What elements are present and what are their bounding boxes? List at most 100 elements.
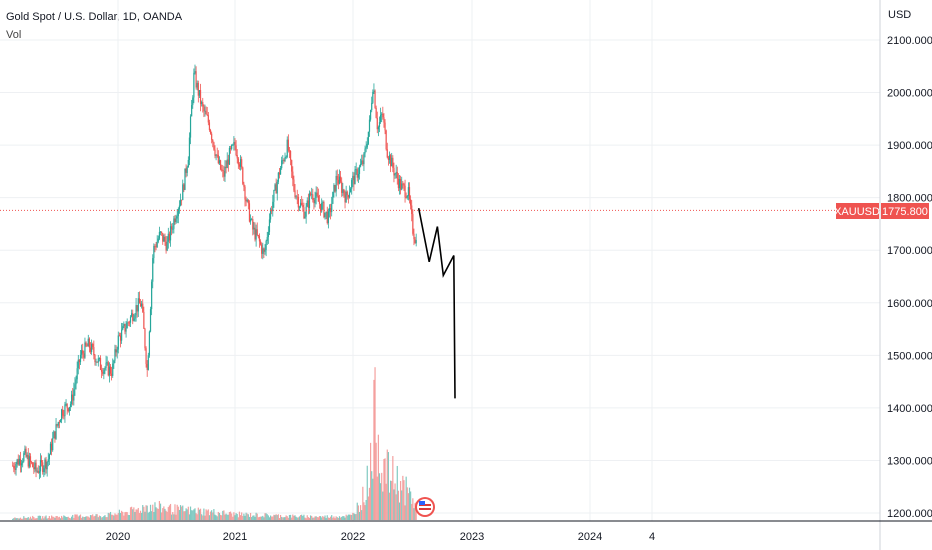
candle-body — [105, 362, 107, 368]
candle-body — [245, 199, 247, 202]
candle-body — [95, 361, 97, 363]
candle-body — [359, 164, 362, 167]
volume-bar — [44, 516, 46, 520]
candle-body — [355, 169, 357, 171]
candle-body — [65, 403, 67, 405]
candle-body — [138, 298, 141, 304]
volume-bar — [236, 514, 238, 520]
candle-body — [227, 159, 229, 165]
candle-body — [401, 183, 403, 190]
volume-bar — [382, 491, 384, 520]
volume-bar — [311, 515, 313, 520]
candle-body — [162, 232, 164, 242]
candle-body — [235, 145, 237, 156]
candle-body — [86, 345, 88, 347]
candle-body — [375, 107, 377, 118]
candle-body — [345, 191, 347, 203]
volume-bar — [387, 452, 389, 520]
volume-bar — [128, 515, 131, 520]
volume-bar — [201, 514, 203, 520]
volume-bar — [222, 510, 224, 520]
candle-body — [247, 199, 249, 204]
time-axis[interactable]: 2020 2021 2022 2023 2024 4 — [106, 531, 655, 543]
volume-bar — [277, 514, 279, 520]
us-flag-icon[interactable] — [415, 497, 435, 517]
price-axis[interactable]: 2100.000 2000.000 1900.000 1800.000 1700.000… — [887, 35, 932, 520]
candle-body — [321, 203, 323, 212]
candle-body — [298, 206, 301, 208]
candle-body — [238, 164, 241, 167]
candle-body — [236, 155, 238, 159]
volume-bar — [17, 518, 19, 520]
volume-bar — [317, 517, 319, 520]
candle-body — [186, 167, 188, 173]
projection-drawing[interactable] — [417, 208, 456, 399]
volume-bar — [325, 518, 327, 520]
volume-bar — [81, 517, 83, 520]
candle-body — [34, 462, 36, 470]
volume-bar — [25, 518, 27, 520]
candle-body — [172, 228, 174, 230]
volume-bar — [109, 511, 112, 520]
candle-body — [26, 454, 28, 457]
volume-bar — [108, 513, 111, 520]
volume-bar — [93, 516, 95, 520]
volume-bar — [255, 512, 257, 520]
volume-bar — [163, 506, 165, 520]
volume-bar — [26, 517, 28, 520]
candle-body — [212, 139, 214, 143]
last-price-value: 1775.800 — [882, 206, 928, 218]
volume-bar — [162, 508, 164, 520]
candle-body — [291, 160, 293, 172]
volume-bar — [265, 513, 267, 520]
volume-legend-label: Vol — [6, 29, 22, 41]
candle-body — [48, 454, 50, 460]
volume-bar — [123, 515, 125, 520]
volume-bar — [269, 515, 272, 520]
volume-bar — [395, 494, 397, 520]
price-tick-label: 1200.000 — [887, 508, 932, 520]
candle-body — [316, 192, 318, 196]
candle-body — [171, 226, 173, 230]
time-tick-label: 2022 — [341, 531, 365, 543]
candle-body — [49, 443, 52, 455]
volume-bar — [261, 516, 263, 520]
candle-body — [211, 133, 213, 140]
volume-bar — [167, 507, 169, 520]
candle-body — [193, 72, 195, 98]
volume-bar — [247, 514, 249, 520]
candle-body — [322, 202, 324, 204]
candle-body — [18, 458, 20, 465]
candle-body — [243, 183, 245, 187]
volume-bar — [400, 480, 402, 520]
candle-body — [88, 338, 90, 348]
volume-bar — [264, 513, 266, 520]
volume-bar — [282, 517, 284, 520]
volume-bar — [384, 458, 386, 520]
candle-body — [84, 342, 86, 358]
volume-bar — [393, 489, 395, 520]
volume-bar — [356, 502, 358, 520]
candle-body — [13, 465, 15, 469]
candle-body — [288, 150, 291, 152]
volume-bar — [43, 518, 45, 520]
candle-body — [67, 408, 69, 412]
volume-bar — [278, 518, 281, 520]
candle-body — [295, 196, 297, 198]
candle-body — [362, 160, 364, 165]
candle-body — [145, 348, 147, 364]
price-tick-label: 1500.000 — [887, 350, 932, 362]
volume-bar — [195, 513, 197, 520]
candle-body — [123, 323, 125, 327]
volume-bar — [131, 506, 133, 520]
volume-bar — [45, 515, 47, 520]
candle-body — [189, 116, 192, 138]
currency-label: USD — [888, 9, 911, 21]
volume-bar — [257, 517, 259, 520]
volume-bar — [157, 508, 159, 520]
volume-bar — [388, 492, 391, 520]
candle-body — [313, 199, 315, 204]
volume-bar — [327, 517, 329, 520]
candle-body — [293, 179, 295, 191]
